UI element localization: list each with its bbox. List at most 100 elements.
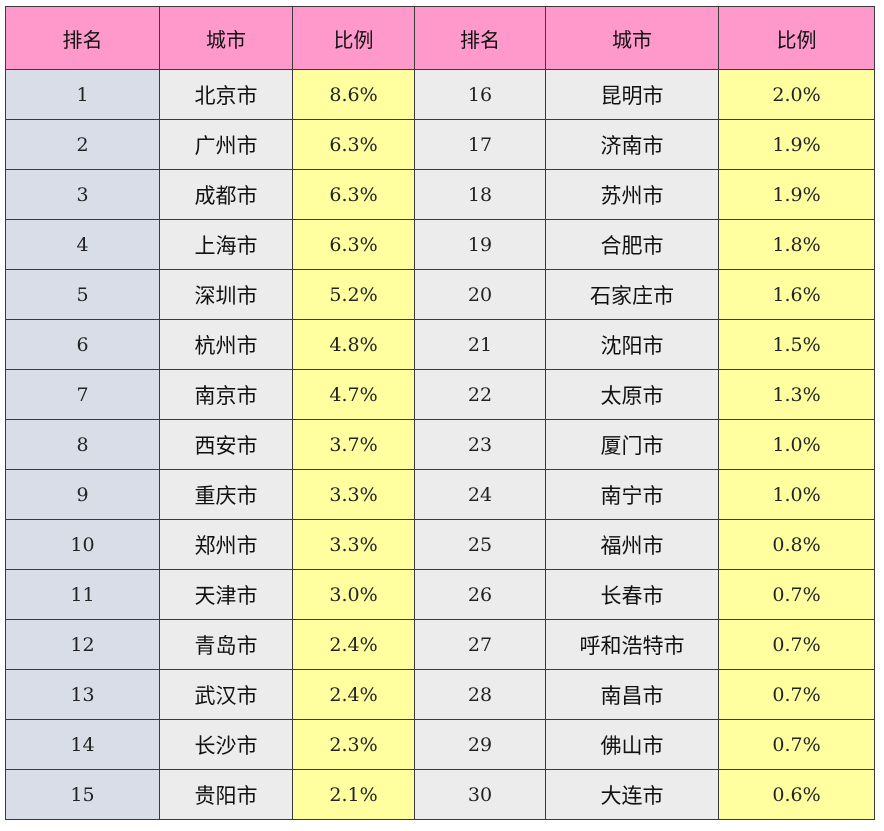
percent-cell: 0.7% — [718, 569, 875, 620]
header-rank: 排名 — [5, 6, 160, 70]
percent-cell: 1.6% — [718, 269, 875, 320]
city-cell: 天津市 — [159, 569, 293, 620]
rank-cell: 4 — [5, 219, 160, 270]
percent-cell: 2.1% — [292, 769, 415, 820]
city-cell: 成都市 — [159, 169, 293, 220]
percent-cell: 4.8% — [292, 319, 415, 370]
rank-cell: 2 — [5, 119, 160, 170]
percent-cell: 3.3% — [292, 519, 415, 570]
rank-cell: 28 — [414, 669, 546, 720]
city-cell: 苏州市 — [545, 169, 719, 220]
city-cell: 长沙市 — [159, 719, 293, 770]
header-city: 城市 — [159, 6, 293, 70]
city-cell: 杭州市 — [159, 319, 293, 370]
percent-cell: 6.3% — [292, 119, 415, 170]
table-row: 4 上海市 6.3% 19 合肥市 1.8% — [5, 219, 875, 270]
city-cell: 西安市 — [159, 419, 293, 470]
header-rank: 排名 — [414, 6, 546, 70]
rank-cell: 29 — [414, 719, 546, 770]
city-cell: 福州市 — [545, 519, 719, 570]
percent-cell: 3.0% — [292, 569, 415, 620]
rank-cell: 12 — [5, 619, 160, 670]
city-cell: 厦门市 — [545, 419, 719, 470]
rank-cell: 9 — [5, 469, 160, 520]
percent-cell: 1.0% — [718, 469, 875, 520]
percent-cell: 3.7% — [292, 419, 415, 470]
table-row: 7 南京市 4.7% 22 太原市 1.3% — [5, 369, 875, 420]
percent-cell: 5.2% — [292, 269, 415, 320]
rank-cell: 20 — [414, 269, 546, 320]
city-cell: 长春市 — [545, 569, 719, 620]
rank-cell: 24 — [414, 469, 546, 520]
table-row: 1 北京市 8.6% 16 昆明市 2.0% — [5, 69, 875, 120]
rank-cell: 10 — [5, 519, 160, 570]
percent-cell: 3.3% — [292, 469, 415, 520]
percent-cell: 1.9% — [718, 169, 875, 220]
rank-cell: 30 — [414, 769, 546, 820]
table-header: 排名 城市 比例 排名 城市 比例 — [5, 6, 875, 70]
percent-cell: 6.3% — [292, 169, 415, 220]
city-cell: 深圳市 — [159, 269, 293, 320]
rank-cell: 16 — [414, 69, 546, 120]
table-row: 9 重庆市 3.3% 24 南宁市 1.0% — [5, 469, 875, 520]
table-row: 11 天津市 3.0% 26 长春市 0.7% — [5, 569, 875, 620]
header-percent: 比例 — [718, 6, 875, 70]
rank-cell: 18 — [414, 169, 546, 220]
percent-cell: 4.7% — [292, 369, 415, 420]
rank-cell: 21 — [414, 319, 546, 370]
header-city: 城市 — [545, 6, 719, 70]
table-row: 15 贵阳市 2.1% 30 大连市 0.6% — [5, 769, 875, 820]
percent-cell: 1.0% — [718, 419, 875, 470]
header-percent: 比例 — [292, 6, 415, 70]
table-row: 3 成都市 6.3% 18 苏州市 1.9% — [5, 169, 875, 220]
rank-cell: 15 — [5, 769, 160, 820]
percent-cell: 1.5% — [718, 319, 875, 370]
city-cell: 济南市 — [545, 119, 719, 170]
table-row: 2 广州市 6.3% 17 济南市 1.9% — [5, 119, 875, 170]
percent-cell: 0.7% — [718, 669, 875, 720]
rank-cell: 23 — [414, 419, 546, 470]
city-cell: 北京市 — [159, 69, 293, 120]
city-cell: 南京市 — [159, 369, 293, 420]
city-cell: 武汉市 — [159, 669, 293, 720]
table-row: 5 深圳市 5.2% 20 石家庄市 1.6% — [5, 269, 875, 320]
rank-cell: 11 — [5, 569, 160, 620]
percent-cell: 6.3% — [292, 219, 415, 270]
city-cell: 沈阳市 — [545, 319, 719, 370]
table-row: 10 郑州市 3.3% 25 福州市 0.8% — [5, 519, 875, 570]
city-cell: 石家庄市 — [545, 269, 719, 320]
percent-cell: 0.7% — [718, 619, 875, 670]
percent-cell: 8.6% — [292, 69, 415, 120]
rank-cell: 13 — [5, 669, 160, 720]
rank-cell: 27 — [414, 619, 546, 670]
city-cell: 广州市 — [159, 119, 293, 170]
percent-cell: 0.6% — [718, 769, 875, 820]
percent-cell: 1.8% — [718, 219, 875, 270]
city-cell: 郑州市 — [159, 519, 293, 570]
rank-cell: 25 — [414, 519, 546, 570]
city-cell: 贵阳市 — [159, 769, 293, 820]
city-cell: 南昌市 — [545, 669, 719, 720]
percent-cell: 0.7% — [718, 719, 875, 770]
city-cell: 合肥市 — [545, 219, 719, 270]
rank-cell: 14 — [5, 719, 160, 770]
rank-cell: 22 — [414, 369, 546, 420]
rank-cell: 1 — [5, 69, 160, 120]
rank-cell: 3 — [5, 169, 160, 220]
rank-cell: 26 — [414, 569, 546, 620]
table-row: 13 武汉市 2.4% 28 南昌市 0.7% — [5, 669, 875, 720]
table-row: 6 杭州市 4.8% 21 沈阳市 1.5% — [5, 319, 875, 370]
table-body: 1 北京市 8.6% 16 昆明市 2.0% 2 广州市 6.3% 17 济南市 1.9% 3 成都市 6.… — [5, 69, 875, 820]
city-cell: 重庆市 — [159, 469, 293, 520]
city-cell: 昆明市 — [545, 69, 719, 120]
table-row: 14 长沙市 2.3% 29 佛山市 0.7% — [5, 719, 875, 770]
rank-cell: 5 — [5, 269, 160, 320]
percent-cell: 1.9% — [718, 119, 875, 170]
city-ranking-table: 排名 城市 比例 排名 城市 比例 1 北京市 8.6% 16 昆明市 2.0% 2 广州市 6… — [5, 6, 875, 820]
city-cell: 佛山市 — [545, 719, 719, 770]
percent-cell: 2.4% — [292, 669, 415, 720]
rank-cell: 19 — [414, 219, 546, 270]
percent-cell: 1.3% — [718, 369, 875, 420]
percent-cell: 0.8% — [718, 519, 875, 570]
city-cell: 呼和浩特市 — [545, 619, 719, 670]
